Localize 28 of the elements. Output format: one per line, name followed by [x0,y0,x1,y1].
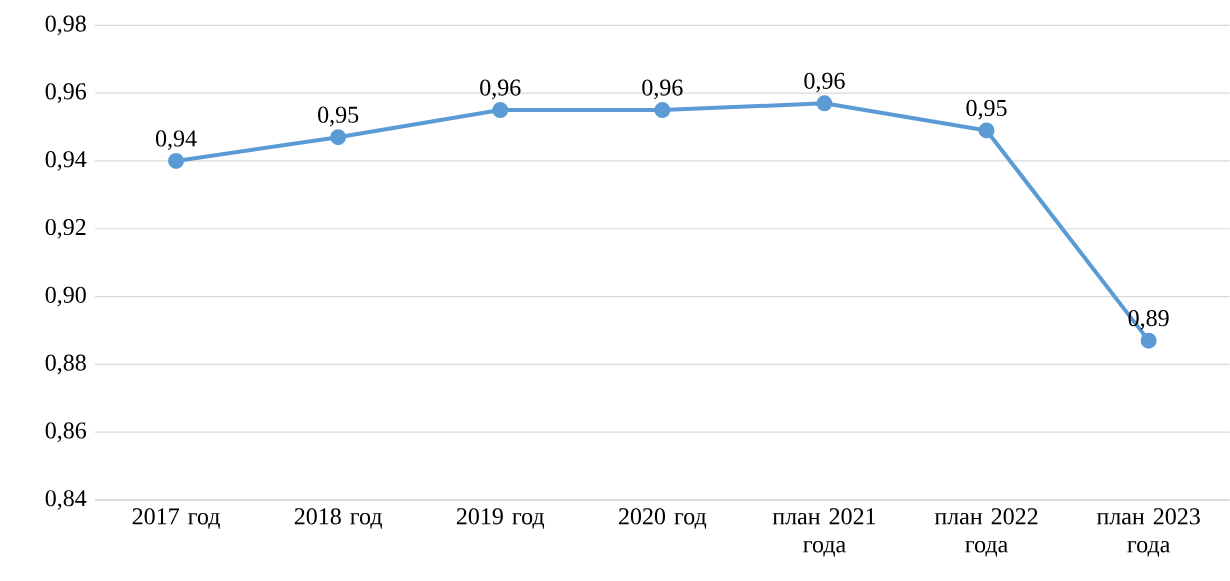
x-tick-label: план 2021 года [772,508,876,557]
y-tick-label: 0,92 [45,218,86,239]
point [1140,332,1157,349]
data-label: 0,96 [804,72,845,93]
data-label: 0,95 [318,106,359,127]
point [978,122,995,139]
y-tick-label: 0,94 [45,151,87,171]
x-tick-label: 2019 год [456,508,545,529]
data-label: 0,96 [480,79,521,100]
data-label: 0,96 [642,79,683,100]
x-tick-label: 2017 год [132,508,220,529]
x-tick-label: план 2023 года [1096,508,1200,557]
y-tick-label: 0,96 [45,83,87,103]
x-tick-label: план 2022 года [934,508,1038,557]
data-label: 0,94 [155,130,197,150]
y-tick-label: 0,88 [45,354,86,375]
y-tick-label: 0,90 [45,286,86,307]
point [816,95,833,112]
x-tick-label: 2018 год [294,508,382,529]
y-tick-label: 0,86 [45,422,87,442]
x-tick-label: 2020 год [619,508,707,529]
y-tick-label: 0,98 [45,15,86,36]
data-label: 0,95 [966,99,1007,120]
point [168,152,185,169]
point [492,102,509,119]
point [654,102,671,119]
y-tick-label: 0,84 [45,490,87,510]
point [330,129,347,146]
